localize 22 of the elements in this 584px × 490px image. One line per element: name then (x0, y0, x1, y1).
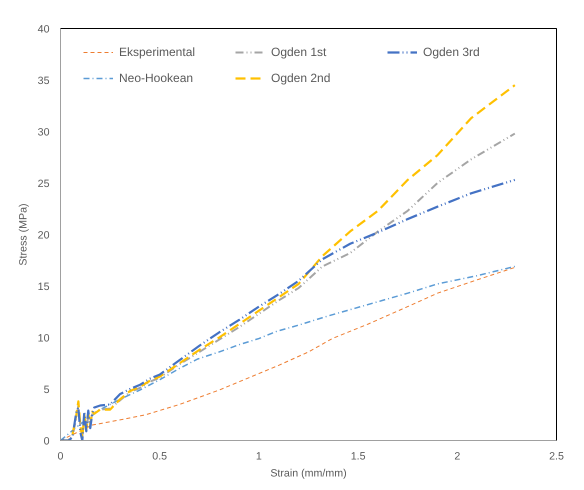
x-tick-label: 2 (454, 450, 460, 462)
x-tick-label: 0 (58, 450, 64, 462)
legend-label: Eksperimental (119, 45, 196, 59)
y-tick-label: 25 (38, 178, 50, 190)
y-tick-label: 15 (38, 281, 50, 293)
legend-label: Ogden 1st (271, 45, 328, 59)
x-tick-label: 1.5 (350, 450, 366, 462)
y-tick-label: 0 (44, 436, 50, 448)
x-tick-label: 1 (256, 450, 262, 462)
x-tick-label: 2.5 (549, 450, 564, 462)
y-tick-label: 40 (38, 24, 50, 36)
x-tick-label: 0.5 (152, 450, 168, 462)
legend-label: Neo-Hookean (119, 71, 194, 85)
legend-label: Ogden 3rd (423, 45, 481, 59)
legend-label: Ogden 2nd (271, 71, 332, 85)
y-axis-title: Stress (MPa) (18, 203, 30, 266)
y-tick-label: 20 (38, 230, 50, 242)
y-tick-label: 5 (44, 384, 50, 396)
y-tick-label: 10 (38, 332, 50, 344)
x-axis-title: Strain (mm/mm) (270, 468, 347, 480)
y-tick-label: 35 (38, 75, 50, 87)
y-tick-label: 30 (38, 126, 50, 138)
